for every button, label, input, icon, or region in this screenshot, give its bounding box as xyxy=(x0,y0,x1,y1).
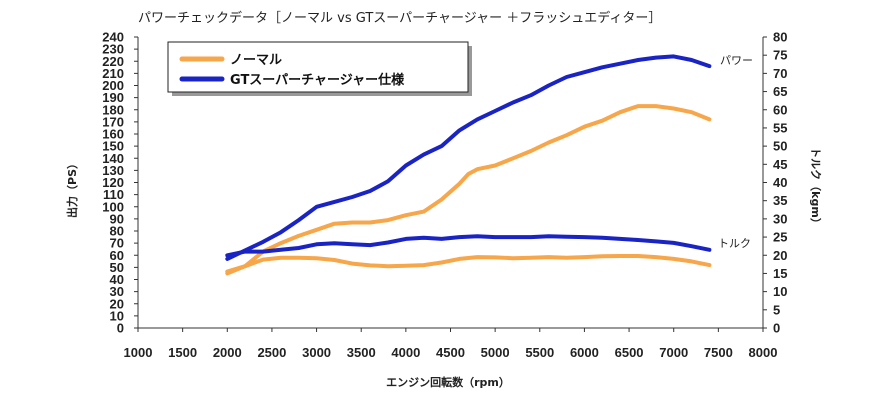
right-axis-ticks: 0 5 10 15 20 25 30 35 40 45 50 55 60 65 70 75 80 xyxy=(763,30,787,336)
y-right-tick-label: 10 xyxy=(773,284,787,299)
y-left-tick-label: 60 xyxy=(110,248,124,263)
y-left-tick-label: 10 xyxy=(110,308,124,323)
y-left-tick-label: 220 xyxy=(102,54,124,69)
y-left-tick-label: 160 xyxy=(102,127,124,142)
x-tick-label: 2000 xyxy=(213,345,242,360)
y-right-tick-label: 0 xyxy=(773,321,780,336)
y-left-tick-label: 100 xyxy=(102,199,124,214)
y-right-tick-label: 20 xyxy=(773,248,787,263)
x-tick-label: 5500 xyxy=(525,345,554,360)
y-left-tick-label: 80 xyxy=(110,224,124,239)
y-left-tick-label: 70 xyxy=(110,236,124,251)
x-tick-label: 5000 xyxy=(481,345,510,360)
y-right-tick-label: 35 xyxy=(773,193,787,208)
legend-box xyxy=(167,41,469,93)
y-right-tick-label: 65 xyxy=(773,84,787,99)
y-left-tick-label: 200 xyxy=(102,78,124,93)
y-left-tick-label: 110 xyxy=(103,187,124,202)
x-tick-label: 7500 xyxy=(704,345,733,360)
y-left-tick-label: 40 xyxy=(110,272,124,287)
y-right-tick-label: 60 xyxy=(773,102,787,117)
y-right-tick-label: 70 xyxy=(773,66,787,81)
y-right-tick-label: 40 xyxy=(773,175,787,190)
y-right-tick-label: 25 xyxy=(773,230,787,245)
x-tick-label: 6000 xyxy=(570,345,599,360)
y-left-tick-label: 30 xyxy=(110,284,124,299)
left-axis-ticks: 0102030405060708090100110120130140150160… xyxy=(102,30,138,336)
x-tick-label: 1500 xyxy=(168,345,197,360)
x-tick-label: 3000 xyxy=(302,345,331,360)
y-right-tick-label: 45 xyxy=(773,157,787,172)
y-right-tick-label: 15 xyxy=(773,266,787,281)
x-axis-ticks: 1000 1500 2000 2500 3000 3500 4000 4500 5000 5500… xyxy=(124,328,778,360)
legend-label-normal: ノーマル xyxy=(230,53,282,68)
normal-power-line xyxy=(225,104,712,276)
y-left-tick-label: 240 xyxy=(102,30,124,45)
x-tick-label: 3500 xyxy=(347,345,376,360)
x-tick-label: 7000 xyxy=(659,345,688,360)
y-right-tick-label: 50 xyxy=(773,139,787,154)
y-left-tick-label: 190 xyxy=(102,90,124,105)
legend: ノーマル GTスーパーチャージャー仕様 xyxy=(167,41,472,96)
y-left-tick-label: 50 xyxy=(110,260,124,275)
y-right-tick-label: 30 xyxy=(773,211,787,226)
y-right-tick-label: 55 xyxy=(773,120,787,135)
normal-torque-line xyxy=(225,254,712,274)
y-left-tick-label: 20 xyxy=(110,296,124,311)
x-tick-label: 4000 xyxy=(391,345,420,360)
y-left-tick-label: 170 xyxy=(102,114,124,129)
y-left-tick-label: 230 xyxy=(102,42,124,57)
y-left-tick-label: 150 xyxy=(102,139,124,154)
x-tick-label: 8000 xyxy=(749,345,778,360)
y-left-tick-label: 120 xyxy=(102,175,124,190)
x-tick-label: 6500 xyxy=(615,345,644,360)
x-tick-label: 2500 xyxy=(257,345,286,360)
x-tick-label: 4500 xyxy=(436,345,465,360)
y-left-tick-label: 0 xyxy=(117,321,124,336)
x-tick-label: 1000 xyxy=(124,345,153,360)
legend-label-gt: GTスーパーチャージャー仕様 xyxy=(230,72,405,88)
y-left-tick-label: 140 xyxy=(102,151,124,166)
y-right-tick-label: 80 xyxy=(773,30,787,45)
gt-power-line xyxy=(225,54,712,261)
y-right-tick-label: 5 xyxy=(773,302,780,317)
gt-torque-line xyxy=(225,234,712,258)
y-axis-left-title: 出力（PS） xyxy=(65,158,79,218)
y-right-tick-label: 75 xyxy=(773,48,787,63)
power-annotation: パワー xyxy=(720,54,753,67)
y-axis-right-title: トルク（kgm） xyxy=(809,147,822,229)
chart-title: パワーチェックデータ［ノーマル vs GTスーパーチャージャー ＋フラッシュエデ… xyxy=(138,10,661,26)
torque-annotation: トルク xyxy=(718,237,751,250)
x-axis-title: エンジン回転数（rpm） xyxy=(386,375,510,389)
y-left-tick-label: 130 xyxy=(102,163,124,178)
y-left-tick-label: 180 xyxy=(102,102,124,117)
series-layer xyxy=(225,54,712,276)
y-left-tick-label: 90 xyxy=(110,211,124,226)
y-left-tick-label: 210 xyxy=(102,66,124,81)
